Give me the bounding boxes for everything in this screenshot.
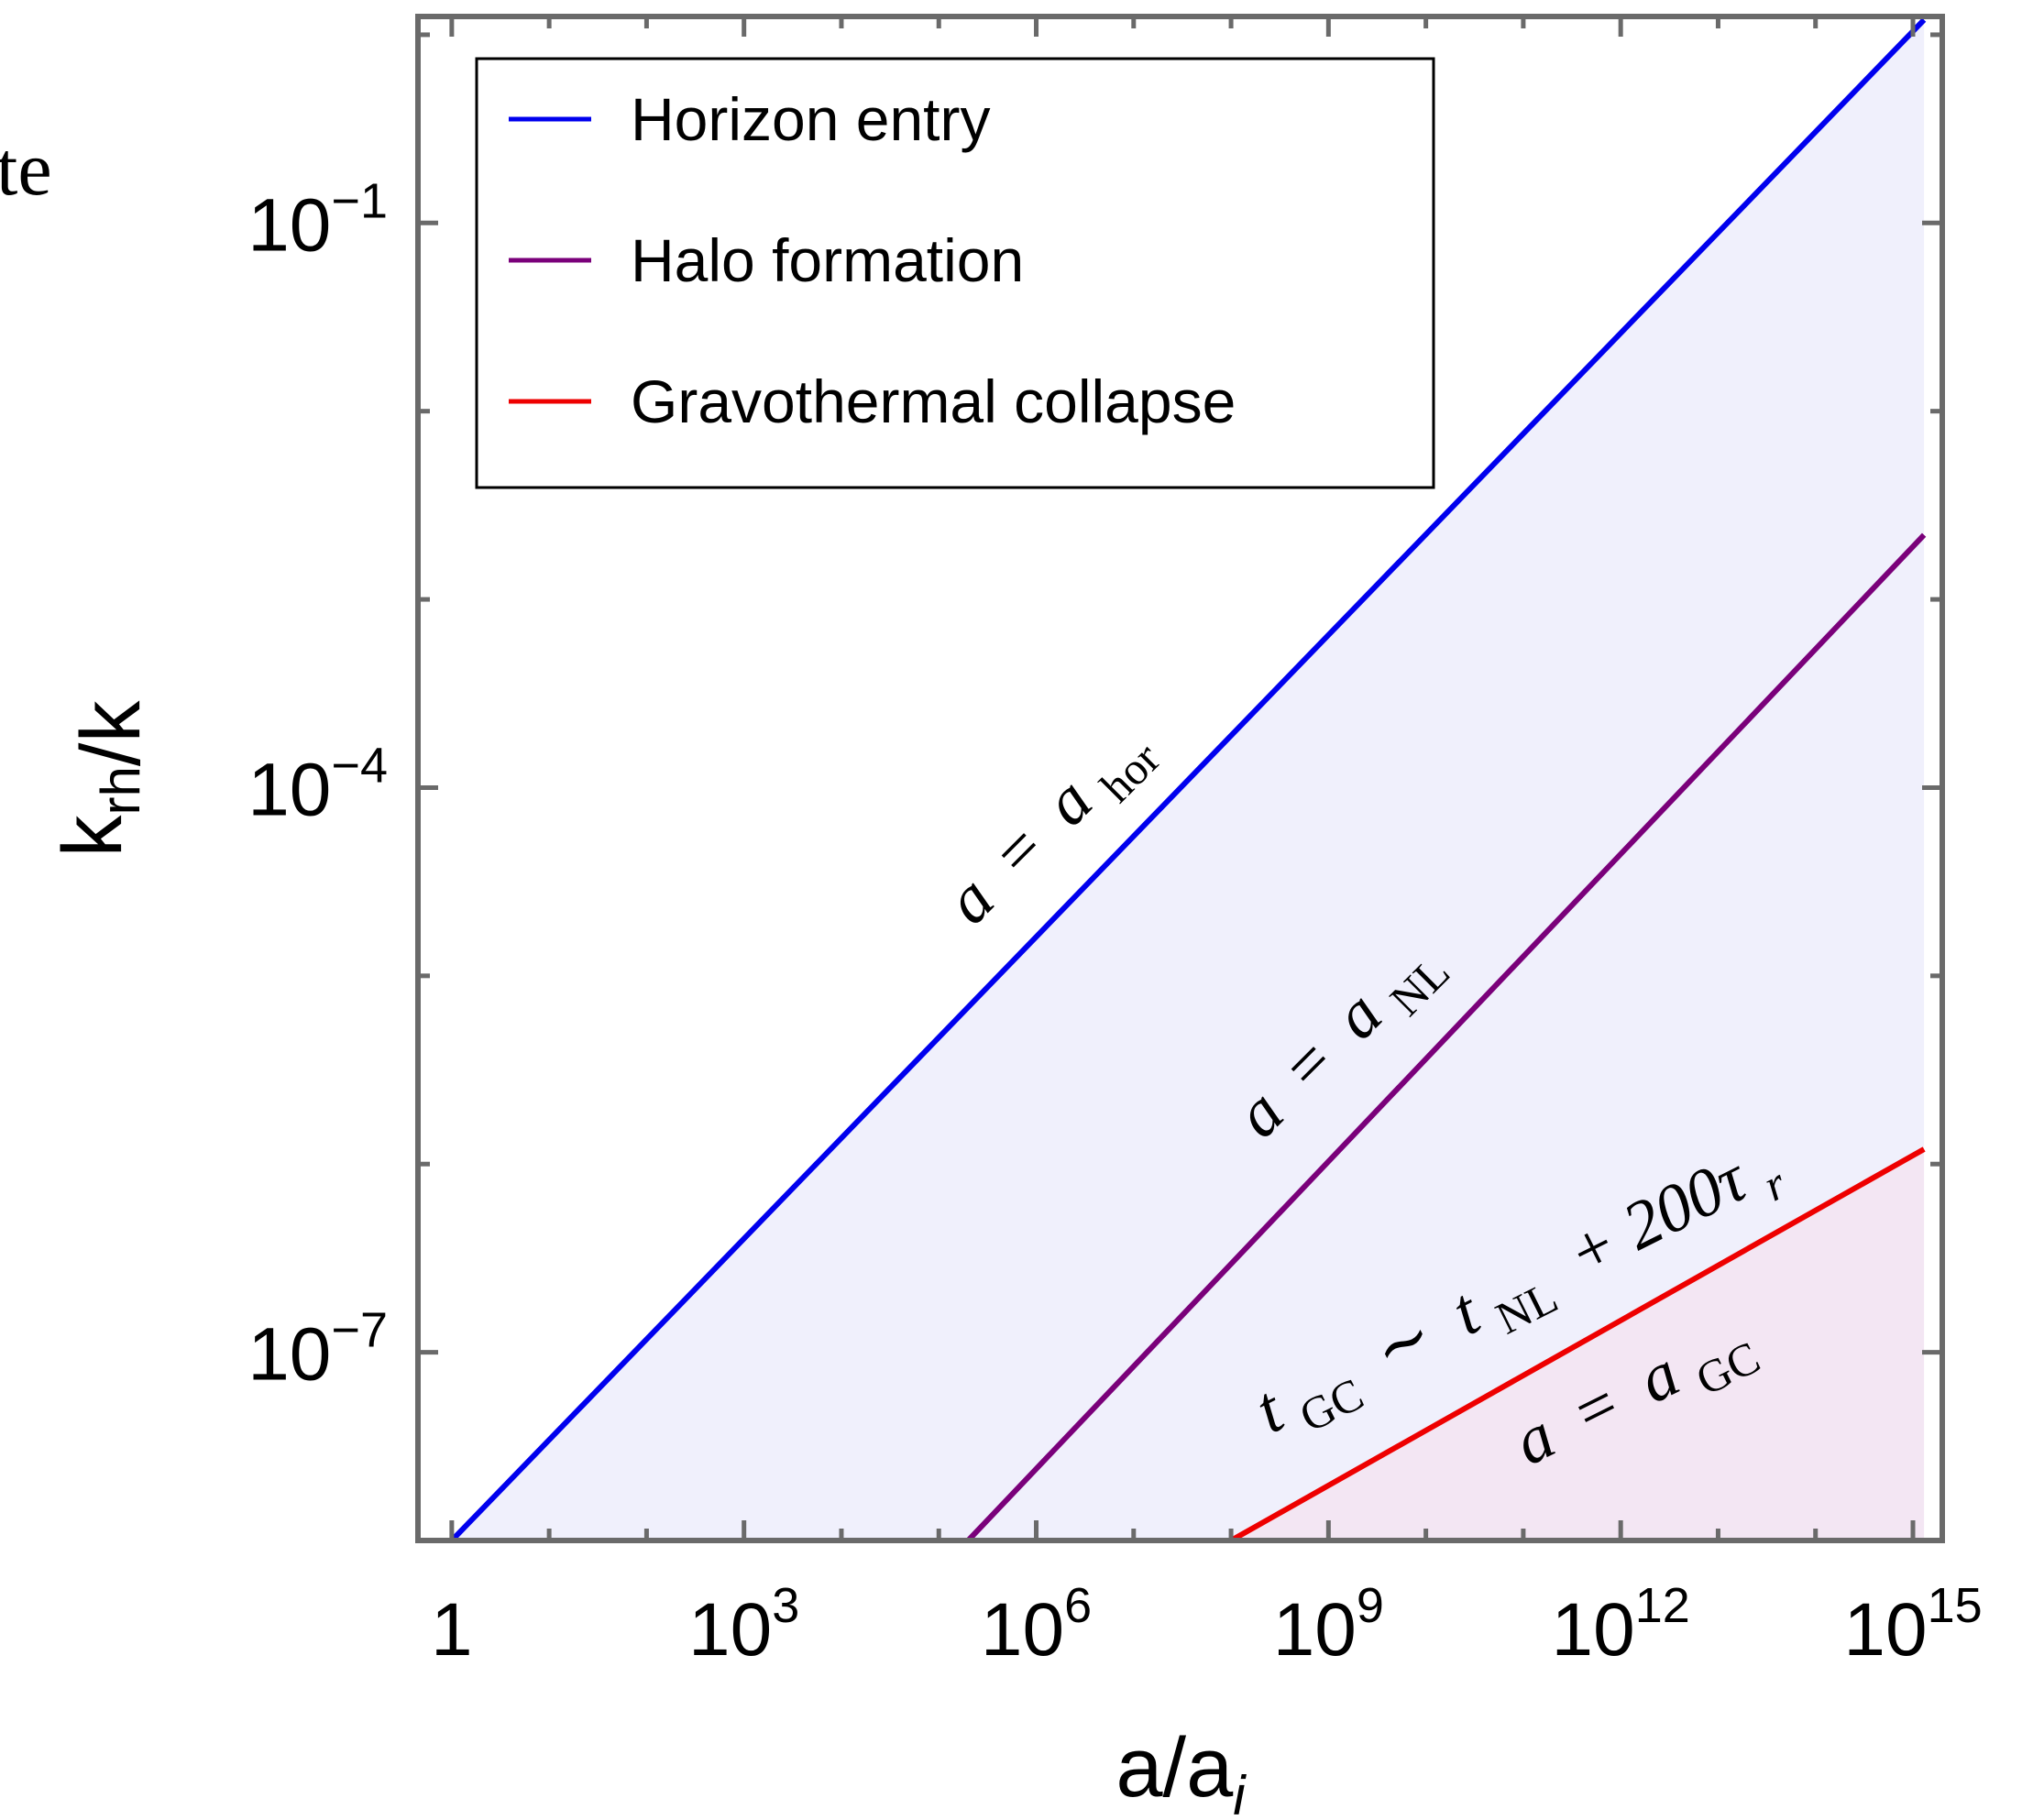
x-tick-label: 1 xyxy=(431,1588,473,1672)
y-tick-label: 10−4 xyxy=(247,738,388,831)
legend-label-halo: Halo formation xyxy=(631,226,1024,294)
y-axis-title-group: krh/k xyxy=(46,700,158,858)
annotation-horizon-sub: hor xyxy=(1090,732,1170,812)
cropped-margin-text: te xyxy=(0,126,52,212)
x-tick-label: 106 xyxy=(981,1578,1092,1672)
annotation-horizon-lhs: a xyxy=(931,861,1008,938)
annotation-horizon-rel: = xyxy=(979,811,1059,891)
x-tick-label: 1015 xyxy=(1843,1578,1982,1672)
x-tick-label: 1012 xyxy=(1552,1578,1690,1672)
line-halo-formation xyxy=(966,532,1927,1543)
legend-label-collapse: Gravothermal collapse xyxy=(631,367,1236,435)
series-lines xyxy=(449,17,1927,1543)
legend-label-horizon: Horizon entry xyxy=(631,85,991,153)
line-gravothermal-collapse xyxy=(1229,1146,1926,1543)
x-tick-labels: 1 103 106 109 1012 1015 xyxy=(431,1578,1983,1672)
line-horizon-entry xyxy=(449,17,1927,1543)
y-tick-label: 10−1 xyxy=(247,173,388,267)
x-axis-title: a/ai xyxy=(1115,1721,1247,1820)
y-axis-title: krh/k xyxy=(46,700,158,858)
x-tick-label: 103 xyxy=(688,1578,799,1672)
legend: Horizon entry Halo formation Gravotherma… xyxy=(475,57,1435,489)
plot-frame xyxy=(415,14,1945,1543)
x-tick-label: 109 xyxy=(1273,1578,1384,1672)
y-tick-labels: 10−1 10−4 10−7 xyxy=(247,173,388,1396)
legend-box xyxy=(475,57,1435,489)
y-tick-label: 10−7 xyxy=(247,1303,388,1397)
